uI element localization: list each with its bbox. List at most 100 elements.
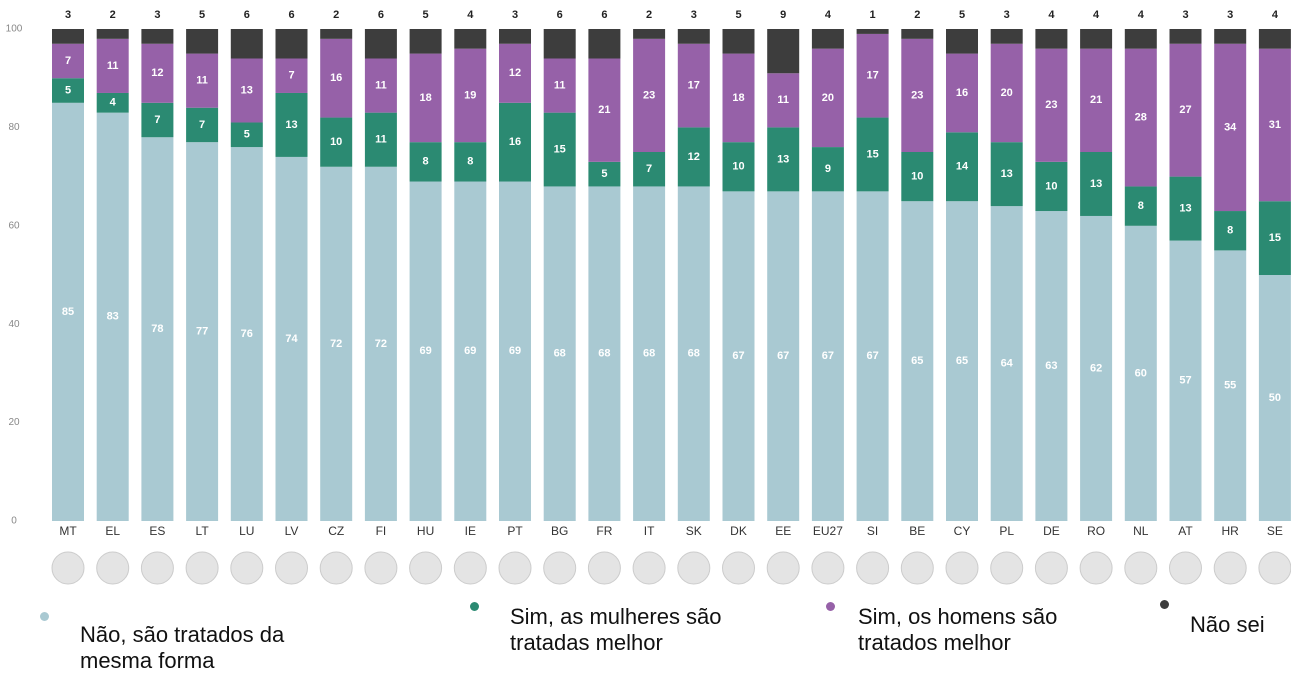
x-tick-label: ES	[149, 524, 165, 538]
data-label: 6	[288, 9, 294, 21]
bar-segment	[677, 127, 710, 187]
bar-segment	[186, 142, 219, 521]
bar-segment	[320, 38, 353, 118]
data-label: 11	[554, 79, 566, 91]
x-tick-label: IE	[465, 524, 476, 538]
data-label: 10	[732, 161, 744, 173]
data-label: 10	[330, 136, 342, 148]
bar-segment	[409, 181, 442, 521]
bar-segment	[52, 43, 84, 79]
flag-icon	[945, 551, 979, 585]
data-label: 7	[65, 55, 71, 67]
bar-segment	[946, 201, 978, 521]
flag-icon	[96, 551, 130, 585]
bar-segment	[364, 58, 397, 113]
bar-segment	[1258, 29, 1291, 49]
bar-segment	[990, 206, 1023, 521]
data-label: 10	[911, 171, 923, 183]
data-label: 6	[557, 9, 563, 21]
data-label: 76	[241, 328, 253, 340]
flag-icon	[275, 551, 308, 585]
data-label: 2	[914, 9, 920, 21]
bar-segment	[320, 29, 353, 39]
bar-segment	[1258, 48, 1291, 202]
data-label: 50	[1269, 392, 1281, 404]
bar-segment	[588, 186, 621, 521]
data-label: 67	[732, 350, 744, 362]
bar-segment	[767, 127, 800, 192]
data-label: 21	[598, 104, 610, 116]
data-label: 78	[151, 323, 163, 335]
data-label: 4	[1093, 9, 1100, 21]
data-label: 15	[866, 148, 878, 160]
bar-segment	[1124, 225, 1157, 522]
y-tick-label: 80	[8, 122, 20, 133]
bar-segment	[1080, 29, 1113, 49]
legend-marker	[40, 612, 49, 621]
y-tick-label: 0	[11, 516, 17, 527]
bar-segment	[141, 29, 174, 44]
bar-segment	[96, 38, 129, 93]
data-label: 9	[825, 163, 831, 175]
data-label: 20	[822, 92, 834, 104]
bar-segment	[1169, 43, 1202, 177]
x-tick-label: AT	[1178, 524, 1193, 538]
bar-segment	[1124, 48, 1157, 187]
x-tick-label: PT	[507, 524, 523, 538]
flag-icon	[1258, 551, 1291, 585]
data-label: 4	[825, 9, 832, 21]
legend-label: Sim, os homens são tratados melhor	[858, 604, 1058, 655]
bar-segment	[901, 201, 934, 521]
x-tick-label: SE	[1267, 524, 1283, 538]
x-tick-label: CY	[954, 524, 971, 538]
data-label: 85	[62, 306, 74, 318]
bar-segment	[677, 43, 710, 128]
data-label: 5	[244, 129, 250, 141]
x-tick-label: SI	[867, 524, 878, 538]
flag-icon	[990, 551, 1024, 585]
data-label: 15	[1269, 232, 1281, 244]
flag-icon	[900, 551, 934, 585]
x-tick-label: LV	[285, 524, 299, 538]
data-label: 65	[956, 355, 968, 367]
bar-segment	[499, 43, 531, 103]
x-tick-label: DE	[1043, 524, 1060, 538]
data-label: 18	[419, 92, 431, 104]
y-tick-label: 60	[8, 220, 20, 231]
flag-icon	[453, 551, 487, 585]
bar-segment	[275, 92, 308, 157]
bar-segment	[633, 186, 666, 521]
flag-icon	[409, 551, 443, 585]
bar-segment	[96, 29, 129, 39]
bar-segment	[1035, 161, 1068, 212]
data-label: 23	[643, 89, 655, 101]
bar-segment	[364, 166, 397, 521]
flag-icon	[1124, 551, 1158, 585]
bar-segment	[767, 191, 800, 522]
x-tick-label: HR	[1222, 524, 1240, 538]
bar-segment	[1214, 43, 1247, 212]
data-label: 2	[110, 9, 116, 21]
bar-segment	[52, 78, 84, 103]
data-label: 23	[1045, 99, 1057, 111]
data-label: 14	[956, 161, 969, 173]
bar-segment	[1080, 48, 1113, 152]
bar-segment	[1124, 29, 1157, 49]
data-label: 62	[1090, 362, 1102, 374]
data-label: 20	[1001, 87, 1013, 99]
bar-segment	[186, 107, 219, 143]
data-label: 67	[866, 350, 878, 362]
data-label: 3	[1227, 9, 1233, 21]
data-label: 3	[512, 9, 518, 21]
x-tick-label: MT	[59, 524, 77, 538]
bar-segment	[633, 29, 666, 39]
flag-icon	[632, 551, 666, 585]
bar-segment	[320, 117, 353, 167]
data-label: 3	[691, 9, 697, 21]
bar-segment	[811, 147, 844, 192]
flag-icon	[230, 551, 264, 585]
bar-segment	[1080, 152, 1113, 216]
data-label: 72	[375, 338, 387, 350]
bar-segment	[230, 122, 263, 148]
data-label: 7	[646, 163, 652, 175]
